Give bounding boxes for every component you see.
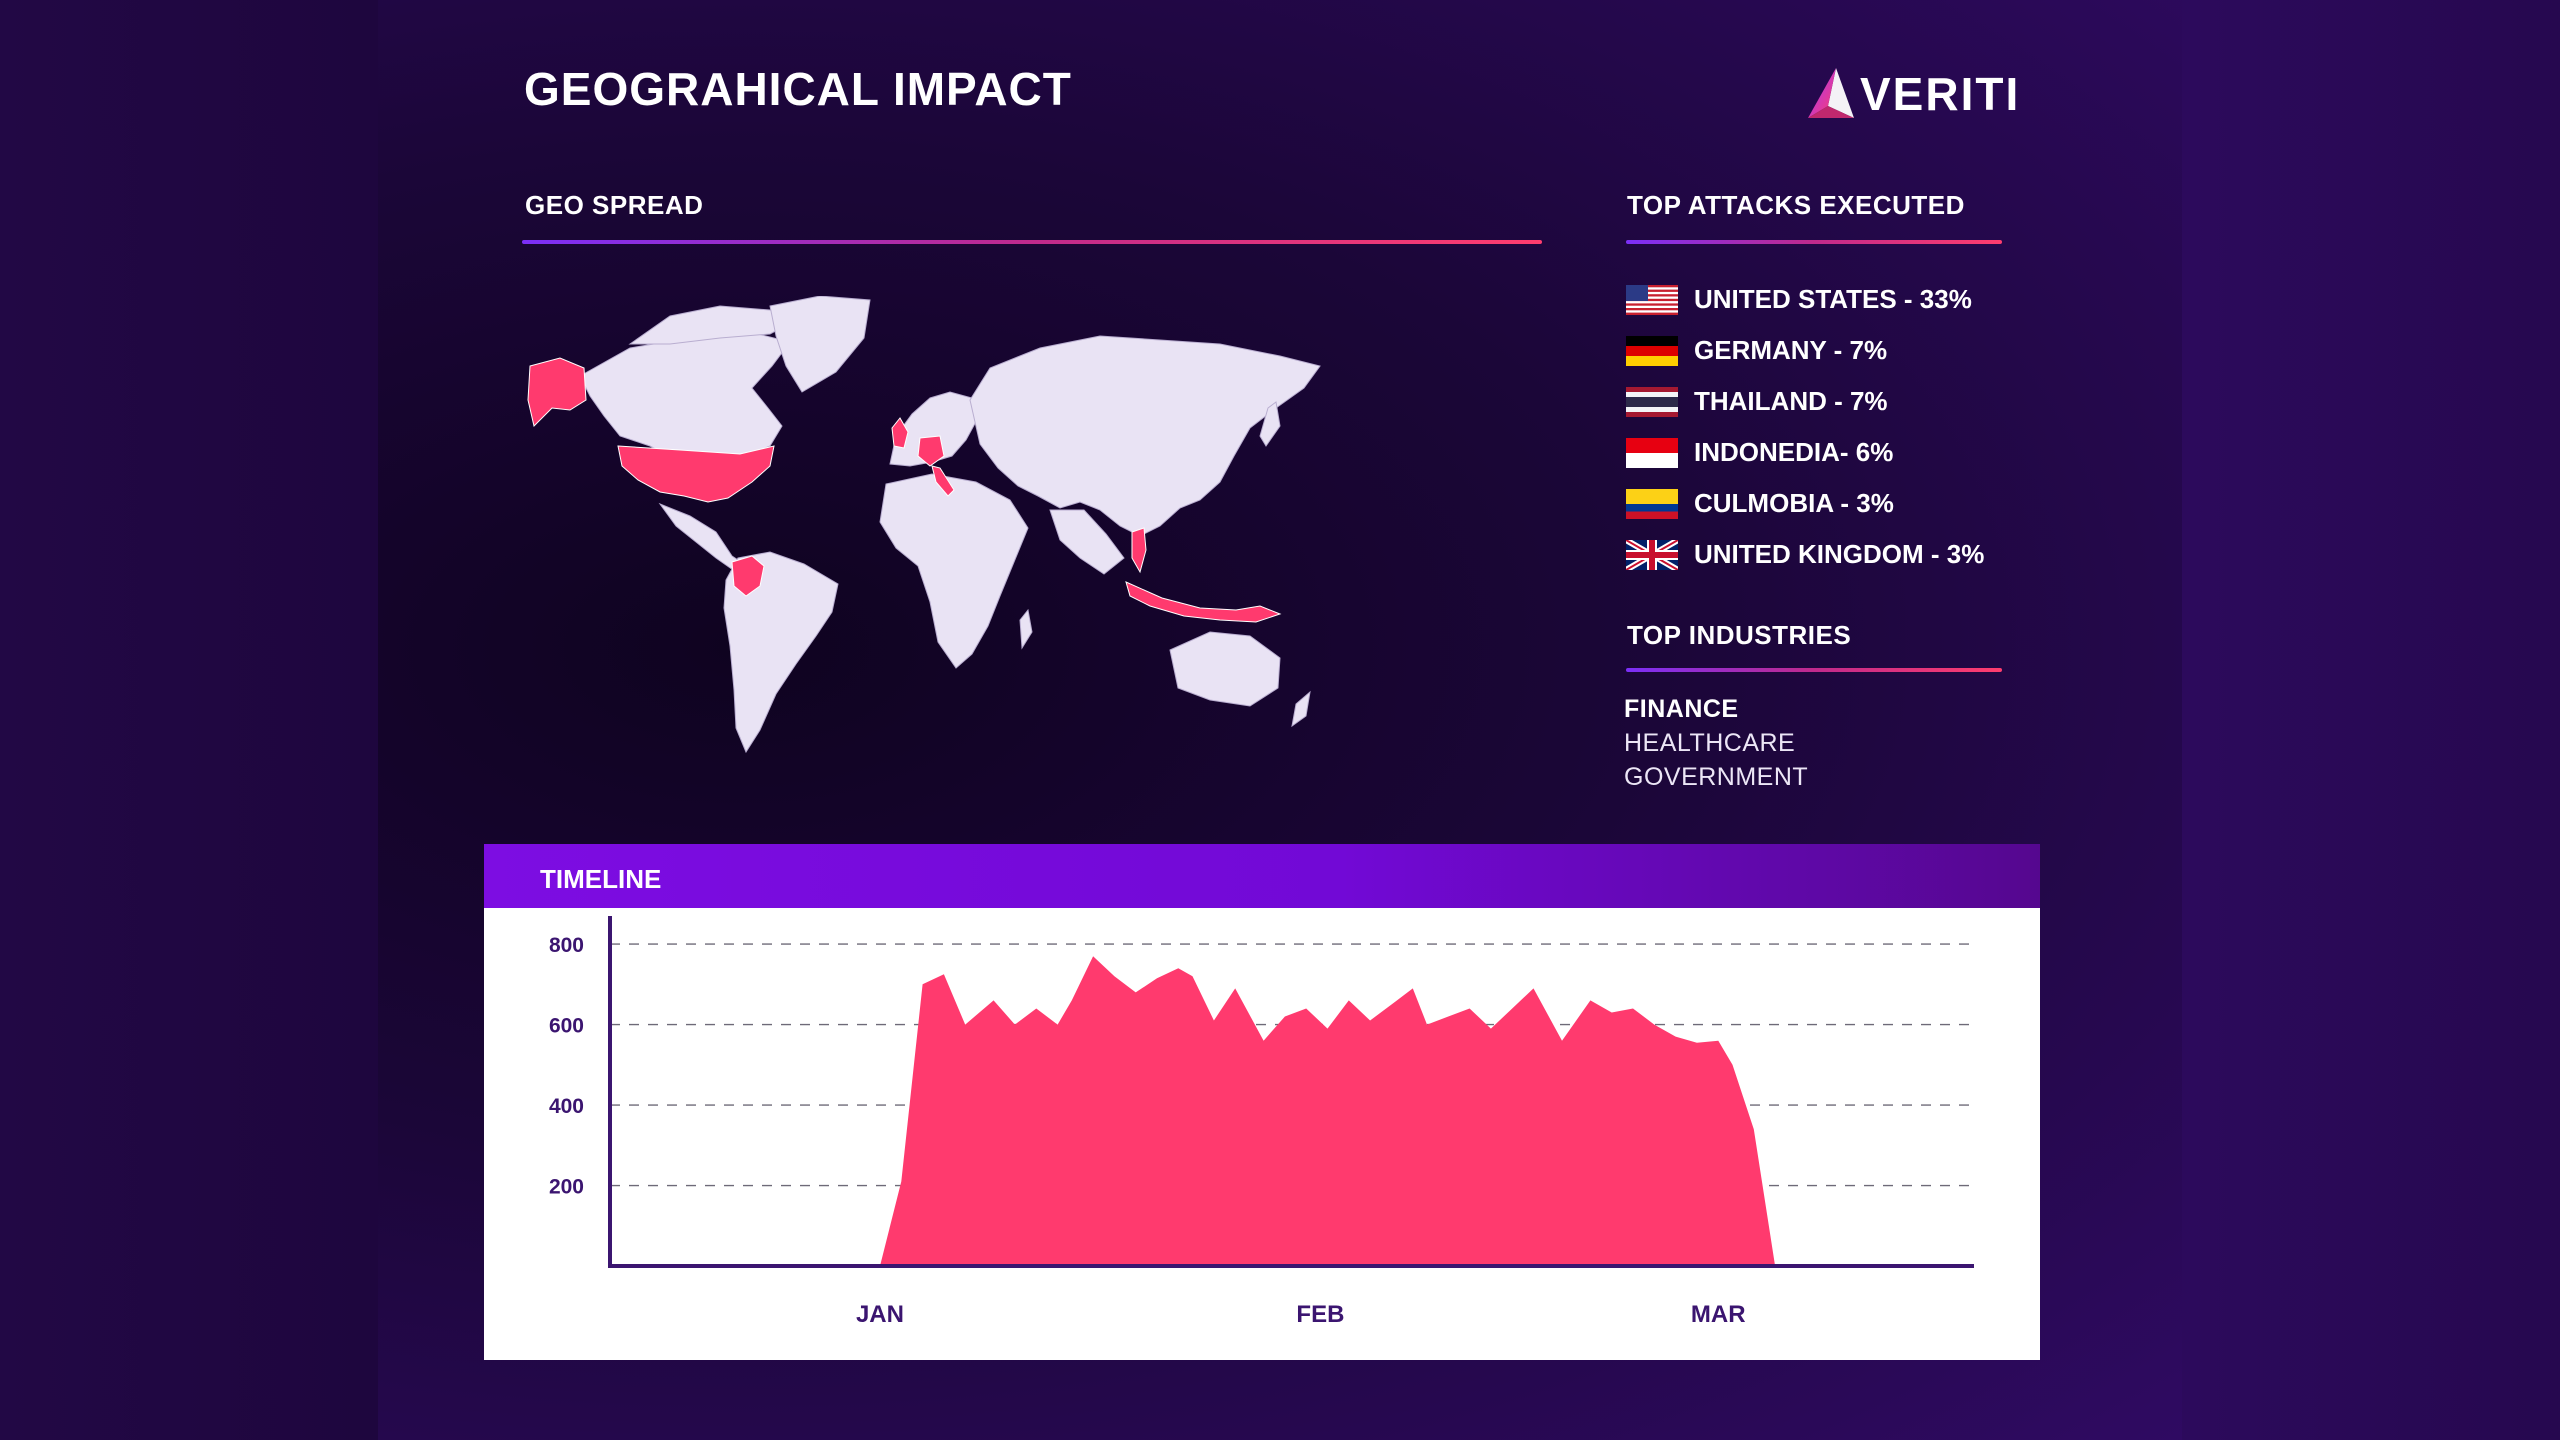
timeline-chart: 200 400 600 800 JAN FEB MAR: [484, 908, 2040, 1360]
thailand: [1131, 527, 1147, 574]
timeline-title: TIMELINE: [540, 864, 662, 894]
indonesia: [1125, 581, 1282, 623]
timeline-header: TIMELINE: [484, 844, 2040, 908]
japan: [1259, 401, 1281, 447]
attack-row-indonesia: INDONEDIA- 6%: [1626, 427, 2026, 478]
industry-item: FINANCE: [1624, 695, 1739, 723]
page-title: GEOGRAHICAL IMPACT: [524, 63, 1072, 115]
arabia-india: [1049, 509, 1125, 575]
industry-item: GOVERNMENT: [1624, 763, 1809, 791]
timeline-chart-svg: 200 400 600 800 JAN FEB MAR: [549, 916, 1974, 1328]
greenland: [769, 296, 871, 393]
attack-label: CULMOBIA - 3%: [1694, 488, 1894, 518]
attack-row-united-kingdom: UNITED KINGDOM - 3%: [1626, 529, 2026, 580]
x-tick-label: JAN: [856, 1301, 904, 1328]
top-industries-list: FINANCE HEALTHCARE GOVERNMENT: [1624, 692, 1808, 794]
united-kingdom: [891, 417, 909, 449]
geo-spread-rule: [522, 240, 1542, 244]
logo-text: VERITI: [1860, 68, 2021, 120]
y-tick-label: 800: [549, 934, 584, 957]
series-area-0: [879, 956, 1818, 1266]
colombia: [731, 555, 765, 597]
asia: [969, 335, 1321, 537]
south-america: [723, 551, 839, 754]
us-flag-icon: [1626, 284, 1678, 315]
y-tick-label: 400: [549, 1095, 584, 1118]
geo-spread-label: GEO SPREAD: [525, 190, 704, 220]
italy: [931, 465, 955, 497]
veriti-logo-icon: [1808, 68, 1854, 118]
left-backdrop: [0, 0, 378, 1440]
highlighted-countries: [527, 357, 1282, 623]
top-industries-rule: [1626, 668, 2002, 672]
colombia-flag-icon: [1626, 488, 1678, 519]
uk-flag-icon: [1626, 539, 1678, 570]
new-zealand: [1291, 690, 1311, 728]
x-tick-label: MAR: [1691, 1301, 1746, 1328]
thailand-flag-icon: [1626, 386, 1678, 417]
industry-item: HEALTHCARE: [1624, 729, 1796, 757]
africa: [879, 473, 1029, 669]
usa: [617, 445, 775, 503]
australia: [1169, 631, 1281, 707]
attack-row-united-states: UNITED STATES - 33%: [1626, 274, 2026, 325]
top-attacks-list: UNITED STATES - 33% GERMANY - 7% THAILAN…: [1626, 274, 2026, 580]
right-backdrop: [2182, 0, 2560, 1440]
y-tick-label: 200: [549, 1176, 584, 1199]
y-tick-label: 600: [549, 1015, 584, 1038]
land-masses: [579, 296, 1321, 754]
attack-label: THAILAND - 7%: [1694, 386, 1888, 416]
top-attacks-label: TOP ATTACKS EXECUTED: [1627, 190, 1965, 220]
world-map: [527, 296, 1321, 754]
top-attacks-rule: [1626, 240, 2002, 244]
germany-flag-icon: [1626, 335, 1678, 366]
germany: [917, 435, 945, 467]
attack-row-colombia: CULMOBIA - 3%: [1626, 478, 2026, 529]
attack-label: UNITED STATES - 33%: [1694, 284, 1972, 314]
attack-label: UNITED KINGDOM - 3%: [1694, 539, 1985, 569]
attack-label: INDONEDIA- 6%: [1694, 437, 1894, 467]
indonesia-flag-icon: [1626, 437, 1678, 468]
veriti-logo: VERITI: [1806, 64, 2020, 124]
central-america: [658, 502, 745, 573]
attack-row-germany: GERMANY - 7%: [1626, 325, 2026, 376]
attack-label: GERMANY - 7%: [1694, 335, 1888, 365]
x-tick-label: FEB: [1296, 1301, 1344, 1328]
attack-row-thailand: THAILAND - 7%: [1626, 376, 2026, 427]
alaska: [527, 357, 587, 427]
madagascar: [1019, 608, 1033, 650]
top-industries-label: TOP INDUSTRIES: [1627, 620, 1852, 650]
